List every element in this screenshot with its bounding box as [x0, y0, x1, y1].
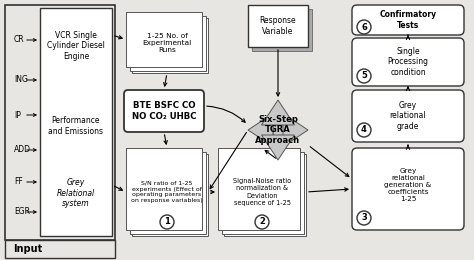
FancyBboxPatch shape: [352, 5, 464, 35]
Text: Grey
relational
generation &
coefficients
1-25: Grey relational generation & coefficient…: [384, 168, 432, 202]
Circle shape: [160, 215, 174, 229]
Bar: [218, 148, 300, 230]
Text: EGR: EGR: [14, 207, 30, 217]
Bar: [222, 152, 304, 234]
Bar: [5, 240, 115, 258]
Circle shape: [357, 211, 371, 225]
Text: 2: 2: [259, 218, 265, 226]
Text: ING: ING: [14, 75, 28, 84]
Bar: [224, 154, 306, 236]
FancyBboxPatch shape: [352, 148, 464, 230]
Text: S/N ratio of 1-25
experiments (Effect of
operating parameters
on response variab: S/N ratio of 1-25 experiments (Effect of…: [131, 181, 203, 203]
Circle shape: [357, 123, 371, 137]
Text: 5: 5: [361, 72, 367, 81]
Circle shape: [357, 20, 371, 34]
Text: BTE BSFC CO
NO CO₂ UHBC: BTE BSFC CO NO CO₂ UHBC: [132, 101, 196, 121]
Circle shape: [357, 69, 371, 83]
Text: 6: 6: [361, 23, 367, 31]
Polygon shape: [283, 114, 308, 146]
Polygon shape: [248, 114, 273, 146]
Polygon shape: [262, 135, 294, 160]
Bar: [126, 148, 202, 230]
Bar: [40, 8, 112, 236]
Text: 1: 1: [164, 218, 170, 226]
Bar: [130, 152, 206, 234]
FancyBboxPatch shape: [352, 38, 464, 86]
Text: FF: FF: [14, 178, 23, 186]
Text: 1-25 No. of
Experimental
Runs: 1-25 No. of Experimental Runs: [142, 32, 191, 53]
Text: CR: CR: [14, 36, 25, 44]
Text: 4: 4: [361, 126, 367, 134]
Text: VCR Single
Cylinder Diesel
Engine: VCR Single Cylinder Diesel Engine: [47, 31, 105, 61]
Bar: [252, 9, 312, 51]
Text: Performance
and Emissions: Performance and Emissions: [48, 116, 103, 136]
Bar: [248, 5, 308, 47]
Text: Six-Step
TGRA
Approach: Six-Step TGRA Approach: [255, 115, 301, 145]
Text: Grey
Relational
system: Grey Relational system: [57, 178, 95, 208]
Text: Single
Processing
condition: Single Processing condition: [388, 47, 428, 77]
Bar: [5, 5, 115, 240]
Text: Response
Variable: Response Variable: [260, 16, 296, 36]
Text: 3: 3: [361, 213, 367, 223]
Text: Input: Input: [13, 244, 42, 254]
FancyBboxPatch shape: [124, 90, 204, 132]
FancyBboxPatch shape: [352, 90, 464, 142]
Text: Signal-Noise ratio
normalization &
Deviation
sequence of 1-25: Signal-Noise ratio normalization & Devia…: [233, 179, 291, 205]
Bar: [130, 16, 206, 71]
Text: IP: IP: [14, 110, 21, 120]
Text: ADD: ADD: [14, 146, 31, 154]
Bar: [273, 125, 283, 135]
Bar: [132, 18, 208, 73]
Text: Confirmatory
Tests: Confirmatory Tests: [380, 10, 437, 30]
Polygon shape: [262, 100, 294, 125]
Bar: [132, 154, 208, 236]
Bar: [126, 12, 202, 67]
Text: Grey
relational
grade: Grey relational grade: [390, 101, 426, 131]
Circle shape: [255, 215, 269, 229]
